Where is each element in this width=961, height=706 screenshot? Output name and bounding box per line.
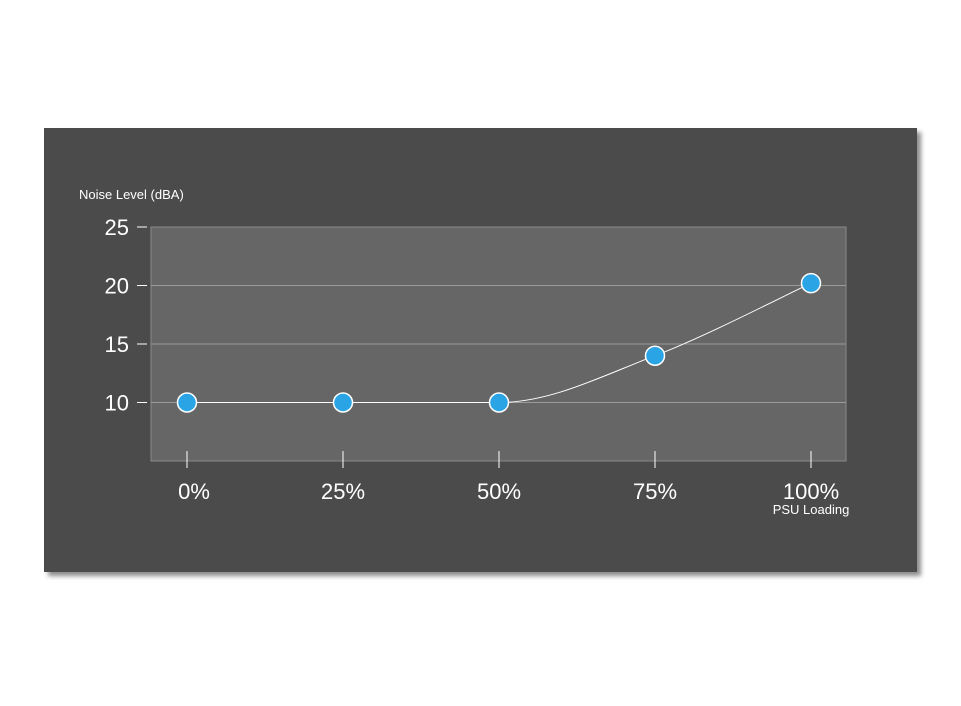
data-point-0%	[176, 392, 198, 413]
data-point-75%	[644, 345, 666, 366]
x-tick-label: 0%	[178, 479, 210, 504]
y-tick-label: 15	[105, 332, 129, 357]
x-tick-label: 25%	[321, 479, 365, 504]
data-point-100%	[800, 272, 822, 294]
y-tick-label: 20	[105, 274, 129, 299]
x-tick-label: 50%	[477, 479, 521, 504]
y-tick-label: 25	[105, 215, 129, 240]
axes	[137, 226, 812, 468]
x-tick-label: 100%	[783, 479, 839, 504]
y-axis-title: Noise Level (dBA)	[79, 187, 184, 202]
y-tick-label: 10	[105, 391, 129, 416]
tick-labels: 10 15 20 25 0% 25% 50% 75% 100%	[105, 215, 840, 504]
x-axis-title: PSU Loading	[773, 502, 850, 517]
x-tick-label: 75%	[633, 479, 677, 504]
data-markers	[176, 272, 822, 413]
data-point-50%	[488, 392, 510, 413]
data-point-25%	[332, 392, 354, 413]
